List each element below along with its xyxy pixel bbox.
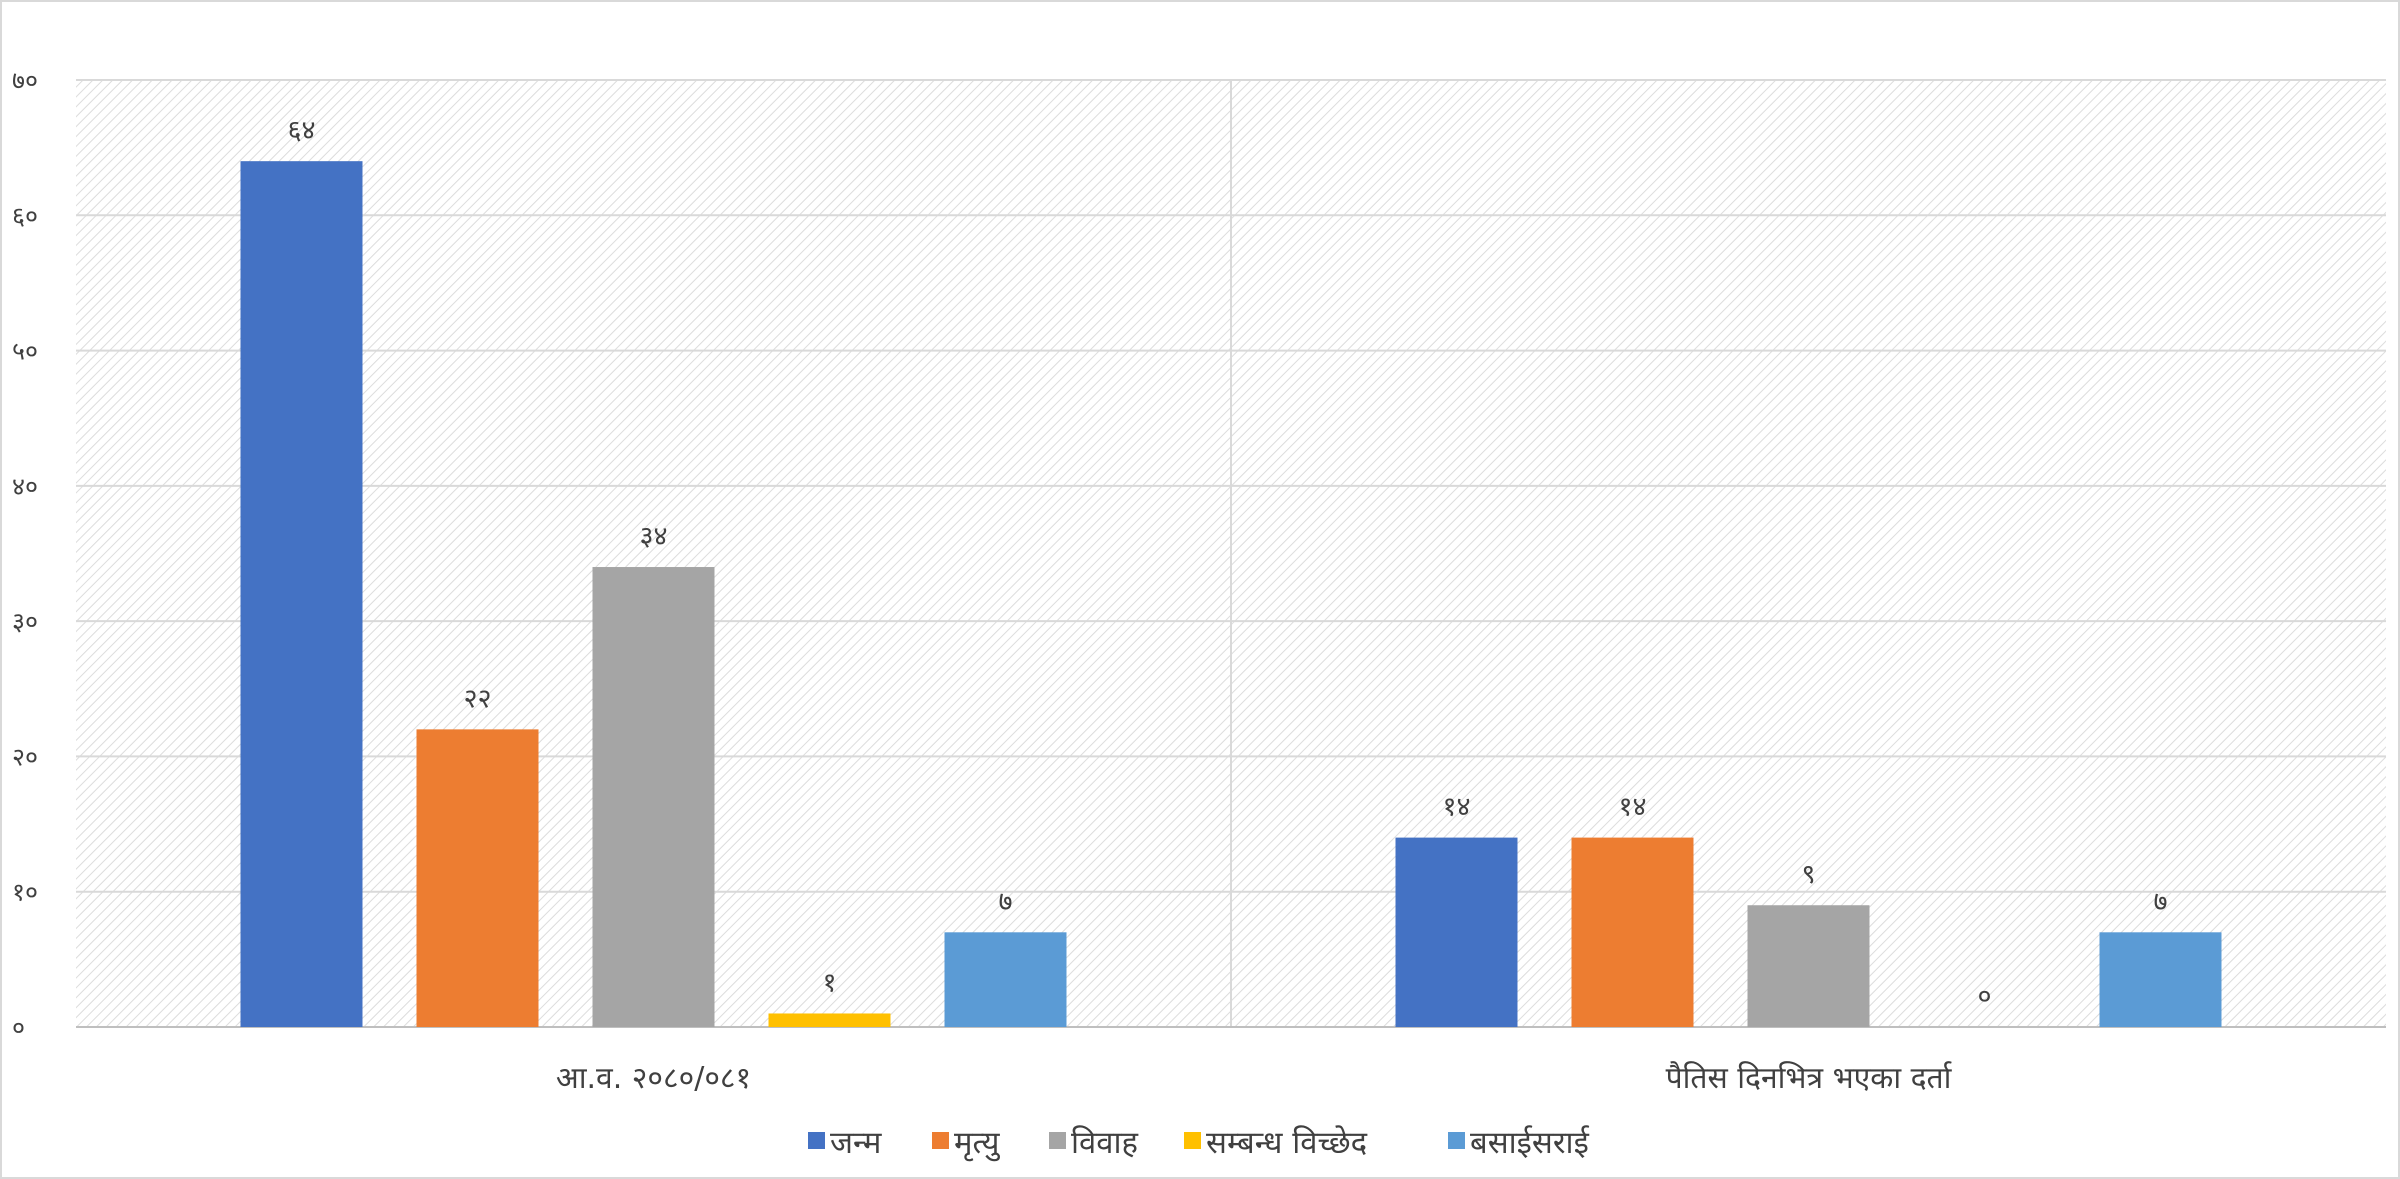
data-labels: ६४ २२ ३४ १ ७ १४ १४ ९ ० ७ (287, 115, 2167, 1012)
bar (240, 161, 363, 1027)
data-label: ७ (2153, 886, 2167, 917)
y-tick-label: ३० (12, 607, 38, 636)
bar (2099, 932, 2222, 1027)
legend: जन्म मृत्यु विवाह सम्बन्ध विच्छेद बसाईसराई (808, 1125, 1590, 1162)
y-tick-label: २० (12, 742, 38, 771)
bar (944, 932, 1067, 1027)
legend-swatch (1184, 1132, 1201, 1149)
bar (1747, 905, 1870, 1027)
y-tick-label: ४० (12, 472, 38, 501)
legend-swatch (932, 1132, 949, 1149)
bar (1395, 837, 1518, 1027)
data-label: १४ (1618, 792, 1646, 823)
bar (1571, 837, 1694, 1027)
data-label: ९ (1801, 859, 1815, 890)
data-label: १४ (1442, 792, 1470, 823)
legend-swatch (1448, 1132, 1465, 1149)
data-label: ७ (998, 886, 1012, 917)
data-label: ३४ (639, 521, 667, 552)
bar (768, 1013, 891, 1027)
data-label: ० (1977, 981, 1991, 1012)
bars (240, 161, 2222, 1027)
y-tick-label: १० (12, 878, 38, 907)
bar (592, 567, 715, 1027)
legend-label: मृत्यु (954, 1125, 1001, 1162)
y-tick-label: ५० (12, 337, 38, 366)
legend-label: विवाह (1071, 1125, 1139, 1161)
y-tick-label: ६० (12, 201, 38, 230)
legend-swatch (1049, 1132, 1066, 1149)
data-label: २२ (463, 683, 491, 714)
y-tick-label: ७० (12, 66, 38, 95)
data-label: १ (822, 967, 836, 998)
data-label: ६४ (287, 115, 315, 146)
x-axis-categories: आ.व. २०८०/०८१ पैतिस दिनभित्र भएका दर्ता (556, 1061, 1953, 1096)
legend-label: बसाईसराई (1470, 1125, 1590, 1161)
x-category-label: पैतिस दिनभित्र भएका दर्ता (1666, 1061, 1953, 1096)
y-tick-label: ० (12, 1013, 25, 1042)
legend-label: जन्म (830, 1125, 882, 1161)
bar (416, 729, 539, 1027)
x-category-label: आ.व. २०८०/०८१ (556, 1061, 751, 1096)
legend-label: सम्बन्ध विच्छेद (1206, 1125, 1368, 1161)
y-axis-ticks: ० १० २० ३० ४० ५० ६० ७० (12, 66, 38, 1042)
legend-swatch (808, 1132, 825, 1149)
